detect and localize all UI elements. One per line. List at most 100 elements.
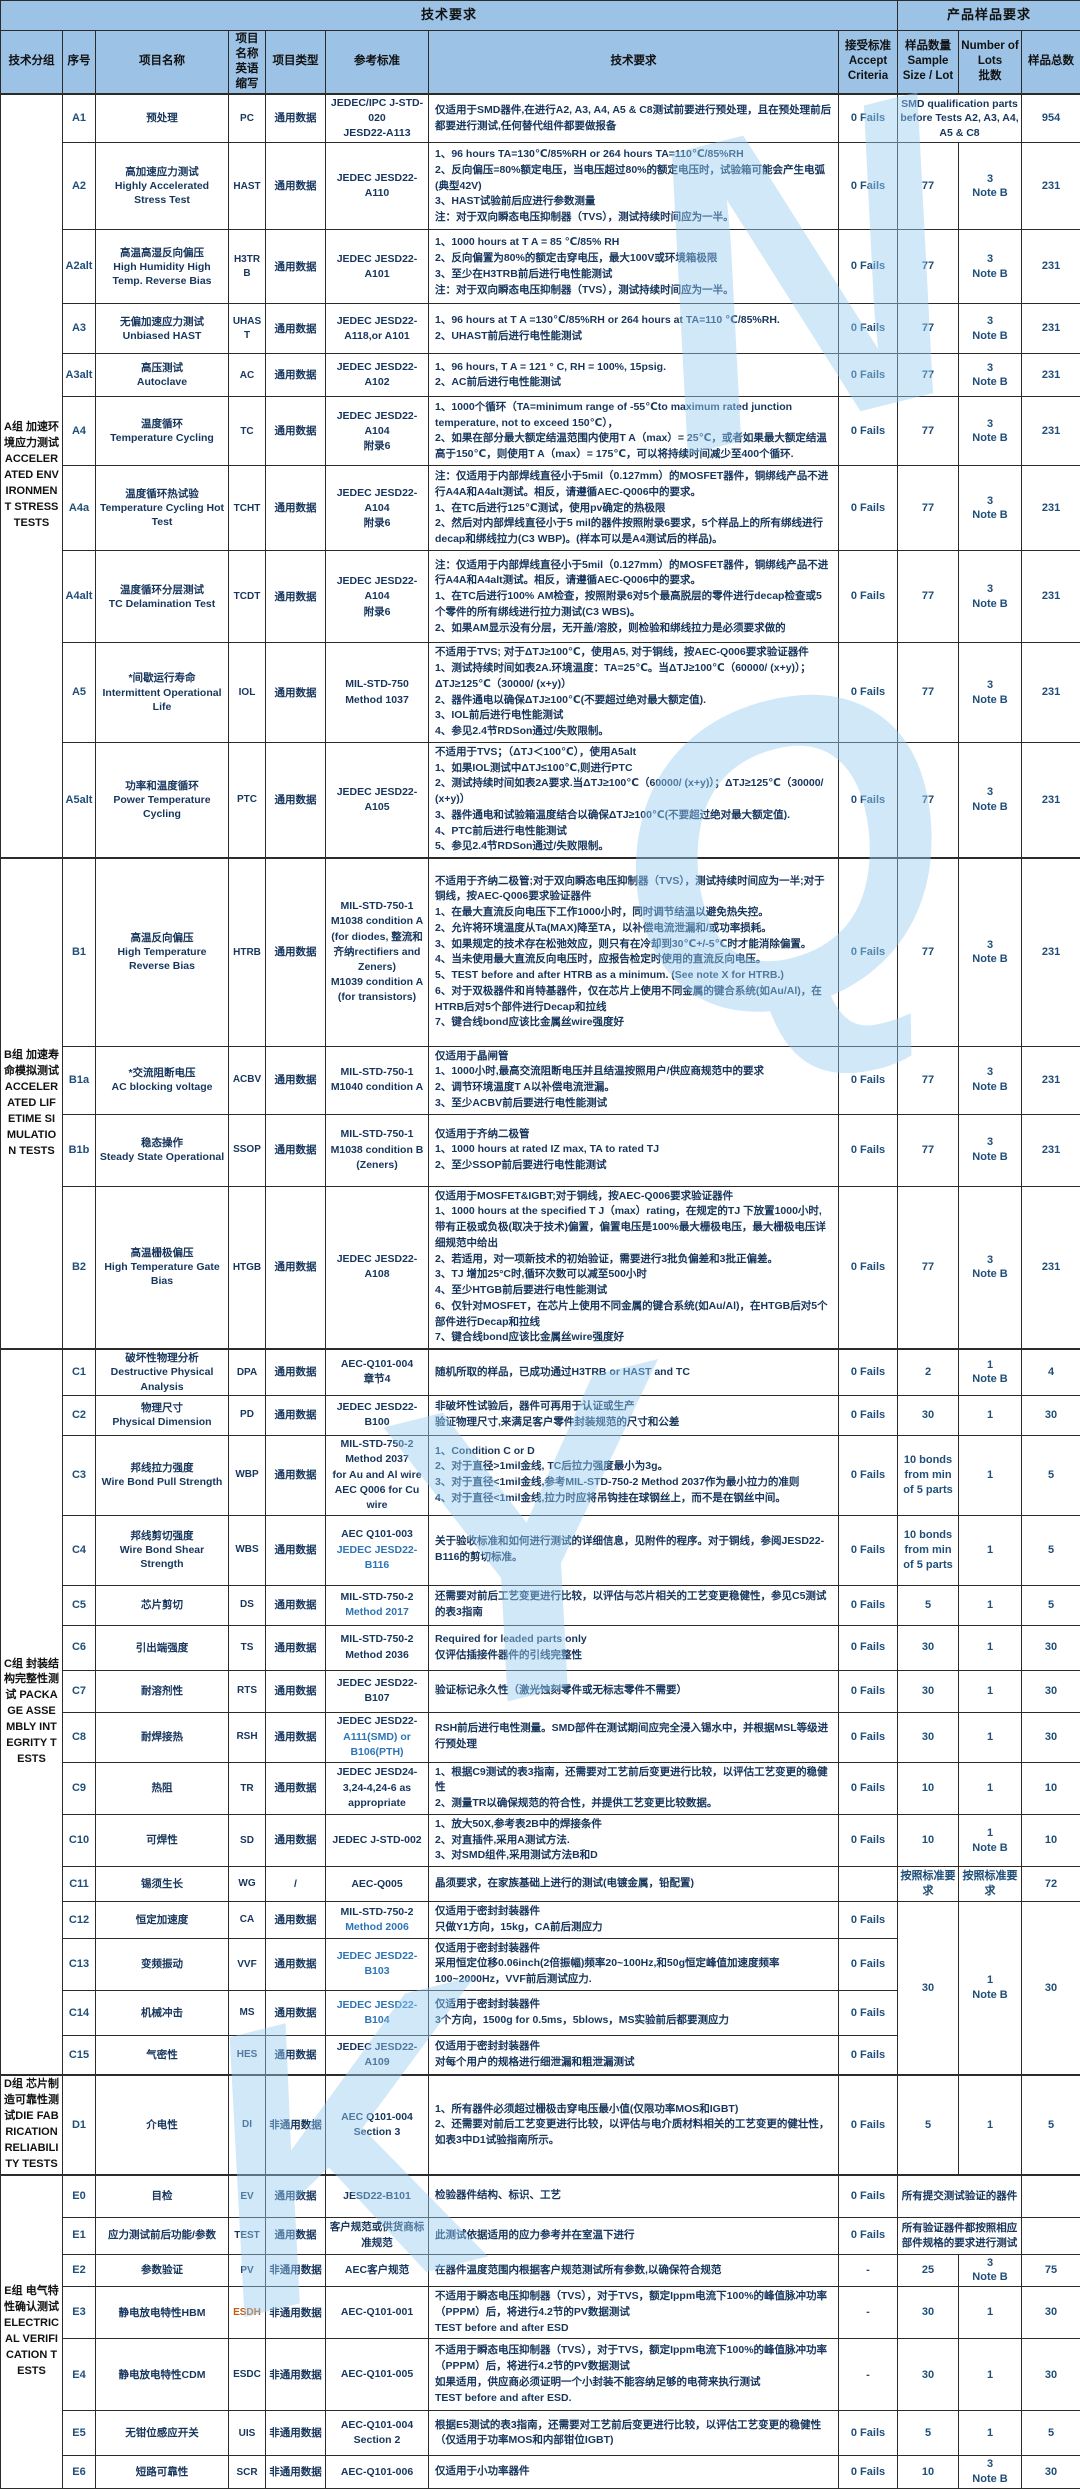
cell-B1a-accept-criteria: 0 Fails bbox=[839, 1046, 898, 1114]
cell-C8-accept-criteria: 0 Fails bbox=[839, 1712, 898, 1762]
reference-line[interactable]: JEDEC JESD22-B116 bbox=[328, 1543, 426, 1573]
reference-line: MIL-STD-750-1 bbox=[328, 899, 426, 914]
cell-A3-type: 通用数据 bbox=[266, 304, 326, 354]
cell-B1a-type: 通用数据 bbox=[266, 1046, 326, 1114]
cell-A5alt-number-of-lots: 3 Note B bbox=[959, 742, 1022, 858]
cell-C11-number-of-lots: 按照标准要求 bbox=[959, 1867, 1022, 1902]
tech-requirement-line: 2、测试持续时间如表2A要求.当ΔTJ≥100℃（60000/ (x+y)）；Δ… bbox=[435, 776, 832, 808]
cell-C7-abbr: RTS bbox=[229, 1670, 266, 1712]
cell-B2-id: B2 bbox=[63, 1186, 96, 1349]
item-name-en: Wire Bond Pull Strength bbox=[98, 1475, 226, 1489]
cell-A3-sample-size: 77 bbox=[898, 304, 959, 354]
cell-C1-type: 通用数据 bbox=[266, 1349, 326, 1395]
tech-requirement-line: 注：仅适用于内部焊线直径小于5mil（0.127mm）的MOSFET器件，铜绑线… bbox=[435, 469, 832, 501]
group-label-A: A组 加速环境应力测试 ACCELERATED ENVIRONMENT STRE… bbox=[1, 94, 63, 858]
cell-C2-reference: JEDEC JESD22-B100 bbox=[326, 1395, 429, 1435]
tech-requirement-line: 1、1000 hours at the specified T J（max）ra… bbox=[435, 1204, 832, 1251]
cell-B2-accept-criteria: 0 Fails bbox=[839, 1186, 898, 1349]
reference-line[interactable]: B103 bbox=[328, 1964, 426, 1979]
cell-E6-name: 短路可靠性 bbox=[96, 2456, 229, 2489]
cell-A2-id: A2 bbox=[63, 143, 96, 230]
cell-A3alt-type: 通用数据 bbox=[266, 354, 326, 397]
reference-line[interactable]: Method 2006 bbox=[328, 1920, 426, 1935]
tech-requirement-line: 2、至少SSOP前后要进行电性能测试 bbox=[435, 1158, 832, 1174]
cell-A4a-sample-size: 77 bbox=[898, 466, 959, 551]
cell-D1-total-samples: 5 bbox=[1022, 2075, 1080, 2175]
cell-C3-number-of-lots: 1 bbox=[959, 1435, 1022, 1515]
cell-C12-accept-criteria: 0 Fails bbox=[839, 1902, 898, 1939]
cell-B1a-id: B1a bbox=[63, 1046, 96, 1114]
reference-line[interactable]: Method 2017 bbox=[328, 1605, 426, 1620]
cell-C2-number-of-lots: 1 bbox=[959, 1395, 1022, 1435]
cell-E3-reference: AEC-Q101-001 bbox=[326, 2287, 429, 2339]
reference-line[interactable]: A111(SMD) or B106(PTH) bbox=[328, 1730, 426, 1760]
cell-C7-tech-requirement: 验证标记永久性（激光蚀刻零件或无标志零件不需要） bbox=[429, 1670, 839, 1712]
item-name-en: Wire Bond Shear Strength bbox=[98, 1543, 226, 1571]
cell-A2-sample-size: 77 bbox=[898, 143, 959, 230]
cell-C10-sample-size: 10 bbox=[898, 1814, 959, 1866]
cell-A1-abbr: PC bbox=[229, 94, 266, 143]
cell-A3alt-sample-size: 77 bbox=[898, 354, 959, 397]
tech-requirement-line: 仅适用于MOSFET&IGBT;对于铜线，按AEC-Q006要求验证器件 bbox=[435, 1189, 832, 1205]
cell-A2alt-abbr: H3TRB bbox=[229, 230, 266, 304]
reference-line: (Zeners) bbox=[328, 1158, 426, 1173]
cell-E2-type: 非通用数据 bbox=[266, 2254, 326, 2287]
reference-line: JESD22-A113 bbox=[328, 126, 426, 141]
tech-requirement-line: 2、还需要对前后工艺变更进行比较，以评估与电介质材料相关的工艺变更的健壮性，如表… bbox=[435, 2117, 832, 2149]
cell-D1-number-of-lots: 1 bbox=[959, 2075, 1022, 2175]
cell-A2alt-total-samples: 231 bbox=[1022, 230, 1080, 304]
reference-line[interactable]: B104 bbox=[328, 2013, 426, 2028]
cell-C10-total-samples: 10 bbox=[1022, 1814, 1080, 1866]
reference-line: Method 2037 bbox=[328, 1452, 426, 1467]
tech-requirement-line: 2、然后对内部焊线直径小于5 mil的器件按照附录6要求，5个样品上的所有绑线进… bbox=[435, 516, 832, 548]
item-name-zh: 静电放电特性HBM bbox=[119, 2307, 206, 2319]
reference-line[interactable]: JEDEC JESD22- bbox=[328, 1998, 426, 2013]
cell-A4alt-accept-criteria: 0 Fails bbox=[839, 551, 898, 643]
group-label-B: B组 加速寿命模拟测试 ACCELERATED LIFETIME SIMULAT… bbox=[1, 858, 63, 1349]
cell-A2alt-sample-size: 77 bbox=[898, 230, 959, 304]
cell-E1-accept-criteria: 0 Fails bbox=[839, 2217, 898, 2254]
tech-requirement-line: 对每个用户的规格进行细泄漏和粗泄漏测试 bbox=[435, 2055, 832, 2071]
tech-requirement-line: 2、调节环境温度T A以补偿电流泄漏。 bbox=[435, 1080, 832, 1096]
cell-E3-id: E3 bbox=[63, 2287, 96, 2339]
cell-E4-abbr: ESDC bbox=[229, 2339, 266, 2411]
cell-E0-sample-size: 所有提交测试验证的器件 bbox=[898, 2175, 1022, 2217]
cell-C14-accept-criteria: 0 Fails bbox=[839, 1990, 898, 2035]
reference-line: MIL-STD-750-2 bbox=[328, 1905, 426, 1920]
tech-requirement-line: 3、器件通电和试验箱温度结合以确保ΔTJ≥100℃(不要超过绝对最大额定值). bbox=[435, 808, 832, 824]
tech-requirement-line: 3、对SMD组件,采用测试方法B和D bbox=[435, 1848, 832, 1864]
tech-requirement-line: 注：对于双向瞬态电压抑制器（TVS），测试持续时间应为一半。 bbox=[435, 283, 832, 299]
tech-requirement-line: 1、Condition C or D bbox=[435, 1444, 832, 1460]
cell-B1-id: B1 bbox=[63, 858, 96, 1046]
tech-requirement-line: 验证标记永久性（激光蚀刻零件或无标志零件不需要） bbox=[435, 1683, 832, 1699]
item-name-en: High Humidity High Temp. Reverse Bias bbox=[98, 260, 226, 288]
cell-B2-abbr: HTGB bbox=[229, 1186, 266, 1349]
cell-C5-abbr: DS bbox=[229, 1585, 266, 1625]
tech-requirement-line: 4、PTC前后进行电性能测试 bbox=[435, 824, 832, 840]
cell-E1-id: E1 bbox=[63, 2217, 96, 2254]
cell-C6-accept-criteria: 0 Fails bbox=[839, 1625, 898, 1670]
cell-A4-total-samples: 231 bbox=[1022, 397, 1080, 466]
cell-B1-accept-criteria: 0 Fails bbox=[839, 858, 898, 1046]
tech-requirement-line: Required for leaded parts only bbox=[435, 1632, 832, 1648]
cell-C13-type: 通用数据 bbox=[266, 1938, 326, 1990]
cell-A2alt-reference: JEDEC JESD22-A101 bbox=[326, 230, 429, 304]
cell-C6-abbr: TS bbox=[229, 1625, 266, 1670]
reference-line: M1040 condition A bbox=[328, 1080, 426, 1095]
reference-line: JEDEC JESD22-A109 bbox=[328, 2040, 426, 2070]
cell-C11-tech-requirement: 晶须要求，在家族基础上进行的测试(电镀金属，铅配置) bbox=[429, 1867, 839, 1902]
group-label-E: E组 电气特性确认测试 ELECTRICAL VERIFICATION TEST… bbox=[1, 2175, 63, 2489]
cell-A4-tech-requirement: 1、1000个循环（TA=minimum range of -55℃to max… bbox=[429, 397, 839, 466]
cell-B1b-type: 通用数据 bbox=[266, 1114, 326, 1186]
reference-line: M1038 condition B bbox=[328, 1143, 426, 1158]
cell-B2-sample-size: 77 bbox=[898, 1186, 959, 1349]
cell-C7-total-samples: 30 bbox=[1022, 1670, 1080, 1712]
reference-line[interactable]: JEDEC JESD22- bbox=[328, 1949, 426, 1964]
reference-line: JEDEC JESD22-A104 bbox=[328, 409, 426, 439]
